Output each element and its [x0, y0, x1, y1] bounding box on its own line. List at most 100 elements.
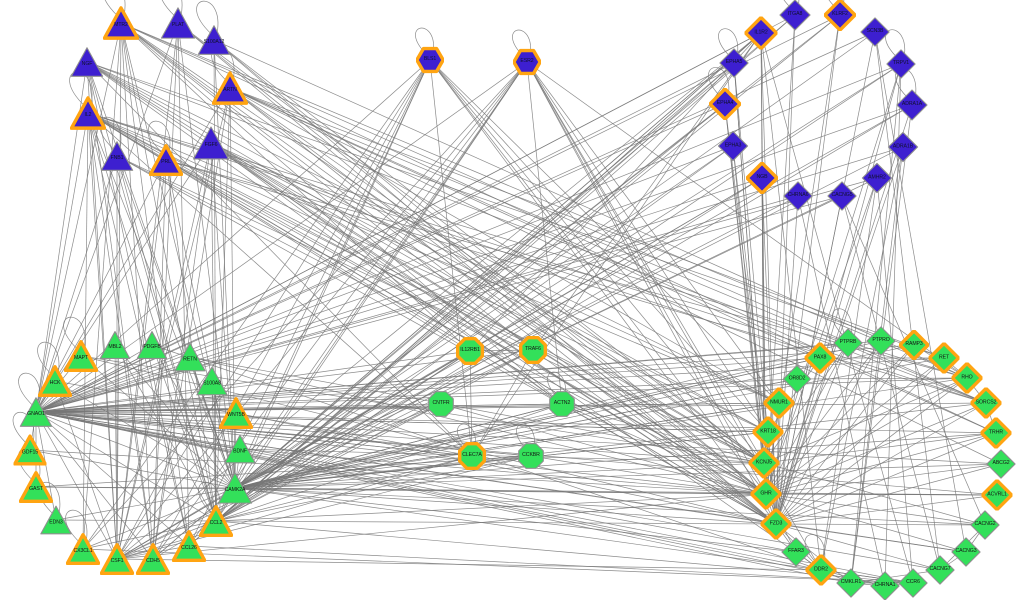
node-nmur1[interactable]: NMUR1 — [763, 387, 795, 419]
node-mbl2[interactable]: MBL2 — [99, 329, 131, 361]
node-fgf6[interactable]: FGF6 — [192, 124, 230, 162]
node-gnao1[interactable]: GNAO1 — [19, 395, 53, 429]
node-mtr2[interactable]: MTR2 — [103, 5, 139, 41]
edge — [775, 357, 945, 525]
diamond-shape-icon — [986, 449, 1016, 479]
node-traf6[interactable]: TRAF6 — [519, 336, 547, 364]
edge — [35, 103, 726, 413]
node-ngb[interactable]: NGB — [746, 162, 778, 194]
node-s100a8[interactable]: S100A8 — [196, 365, 229, 398]
edge — [761, 177, 765, 464]
node-cmklr1[interactable]: CMKLR1 — [836, 568, 866, 598]
edge — [765, 357, 945, 495]
node-abcg2[interactable]: ABCG2 — [986, 449, 1016, 479]
node-cacng3[interactable]: CACNG3 — [951, 537, 981, 567]
node-krt18[interactable]: KRT18 — [752, 416, 784, 448]
node-pdgfb[interactable]: PDGFB — [136, 329, 168, 361]
node-actn2[interactable]: ACTN2 — [548, 390, 576, 418]
edge — [775, 146, 904, 525]
node-ngf[interactable]: NGF — [70, 45, 104, 79]
node-plat[interactable]: PLAT — [160, 5, 196, 41]
self-loop-edge — [12, 411, 35, 445]
edge — [526, 61, 777, 525]
edge — [35, 22, 122, 413]
edge — [775, 523, 986, 526]
diamond-shape-icon — [717, 130, 749, 162]
edge — [35, 411, 997, 434]
edge — [86, 61, 780, 404]
diamond-shape-icon — [805, 554, 837, 586]
node-csf1[interactable]: CSF1 — [100, 542, 134, 576]
node-s100a12[interactable]: S100A12 — [197, 23, 231, 57]
node-bdnf[interactable]: BDNF — [224, 433, 257, 466]
node-sorcs2[interactable]: SORCS2 — [970, 387, 1002, 419]
node-epha4[interactable]: EPHA4 — [709, 88, 741, 120]
diamond-shape-icon — [779, 0, 811, 31]
node-cntfr[interactable]: CNTFR — [427, 390, 455, 418]
node-scn3b[interactable]: SCN3B — [860, 17, 890, 47]
edge — [850, 146, 904, 584]
node-prl[interactable]: PRL — [149, 143, 183, 177]
node-epha3[interactable]: EPHA3 — [717, 130, 749, 162]
node-amhr2[interactable]: AMHR2 — [861, 162, 893, 194]
node-cx3cl1[interactable]: CX3CL1 — [66, 532, 100, 566]
edge — [35, 402, 987, 413]
edge — [526, 61, 780, 404]
edge — [116, 32, 762, 560]
node-cckbr[interactable]: CCKBR — [517, 442, 545, 470]
node-artn[interactable]: ARTN — [212, 70, 248, 106]
node-ptprb[interactable]: PTPRB — [833, 328, 863, 358]
node-trpv1[interactable]: TRPV1 — [886, 49, 916, 79]
node-ccl26[interactable]: CCL26 — [172, 529, 206, 563]
node-fnb1[interactable]: FNB1 — [100, 139, 134, 173]
edge — [239, 448, 767, 495]
edge — [116, 87, 231, 560]
node-il12rb1[interactable]: IL12RB1 — [456, 337, 484, 365]
node-adra1b[interactable]: ADRA1B — [887, 131, 919, 163]
edge — [35, 349, 534, 413]
node-chrna6[interactable]: CHRNA6 — [783, 181, 813, 211]
node-gast[interactable]: GAST — [19, 470, 53, 504]
edge — [526, 61, 765, 464]
node-klrf2[interactable]: KLRF2 — [824, 0, 856, 31]
diamond-shape-icon — [951, 537, 981, 567]
node-adra1a[interactable]: ADRA1A — [896, 89, 928, 121]
node-chrna1[interactable]: CHRNA1 — [870, 571, 900, 600]
node-wnt5b[interactable]: WNT5B — [219, 396, 253, 430]
node-gdf15[interactable]: GDF15 — [13, 434, 47, 467]
node-ptpro[interactable]: PTPRO — [866, 326, 896, 356]
node-cdh5[interactable]: CDH5 — [136, 542, 170, 576]
self-loop-edge — [547, 371, 567, 400]
edge — [120, 22, 997, 434]
node-il2[interactable]: IL2 — [70, 95, 106, 131]
node-ccr6[interactable]: CCR6 — [898, 568, 928, 598]
node-hck[interactable]: HCK — [38, 364, 72, 398]
edge — [35, 350, 471, 413]
edge — [775, 14, 796, 525]
node-acvrl1[interactable]: ACVRL1 — [981, 479, 1013, 511]
node-esr2[interactable]: ESR2 — [513, 48, 541, 76]
node-camk2a[interactable]: CAMK2A — [217, 470, 253, 506]
edge — [35, 87, 231, 413]
diamond-shape-icon — [781, 537, 811, 567]
node-cacng2[interactable]: CACNG2 — [970, 510, 1000, 540]
node-cacng7[interactable]: CACNG7 — [925, 555, 955, 585]
node-clec7a[interactable]: CLEC7A — [458, 442, 486, 470]
node-ddr2[interactable]: DDR2 — [805, 554, 837, 586]
node-il1r2[interactable]: IL1R2 — [744, 16, 778, 50]
node-cacng5[interactable]: CACNG5 — [827, 181, 857, 211]
node-bls1[interactable]: BLS1 — [416, 46, 444, 74]
edge — [35, 31, 876, 413]
node-ramp3[interactable]: RAMP3 — [899, 330, 929, 360]
node-ghr[interactable]: GHR — [750, 478, 782, 510]
node-epha5[interactable]: EPHA5 — [719, 48, 749, 78]
node-fzd3[interactable]: FZD3 — [760, 508, 792, 540]
node-kcnj5[interactable]: KCNJ5 — [748, 447, 780, 479]
edge — [775, 195, 799, 525]
edge — [765, 14, 796, 495]
node-itga8[interactable]: ITGA8 — [779, 0, 811, 31]
triangle-shape-icon — [217, 472, 253, 504]
edge — [87, 112, 780, 404]
node-trhr[interactable]: TRHR — [980, 417, 1012, 449]
